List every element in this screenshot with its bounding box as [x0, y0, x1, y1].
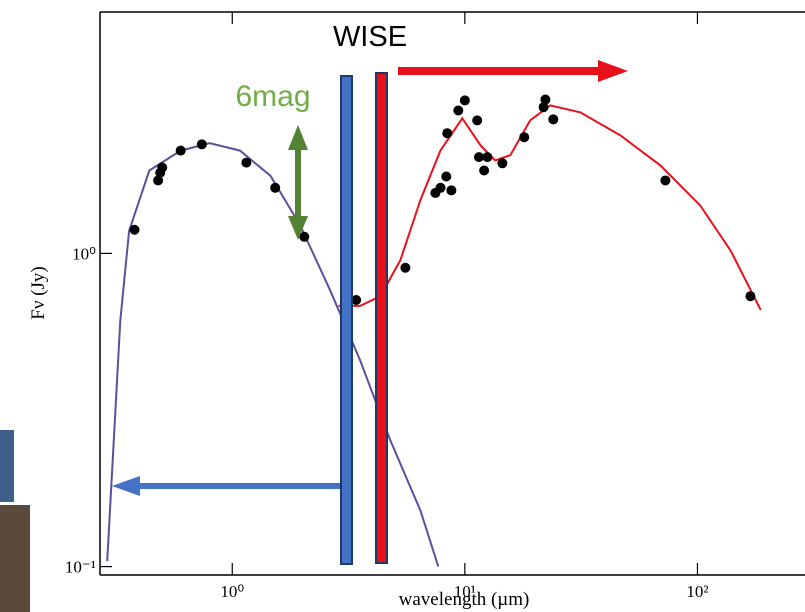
data-point: [441, 171, 452, 182]
x-axis-label: wavelength (µm): [399, 589, 530, 610]
plot-area: 10⁰ 10¹ 10² 10⁻¹ 10⁰: [65, 12, 762, 601]
y-tick-label: 10⁰: [72, 244, 96, 263]
wise-band-w2: [375, 72, 388, 564]
data-point: [660, 175, 671, 186]
arrow-head: [598, 60, 628, 82]
arrow-head: [112, 476, 140, 496]
model-curve: [338, 104, 762, 311]
x-tick-label: 10⁰: [220, 582, 244, 601]
data-point: [196, 139, 207, 150]
arrow-head: [288, 125, 308, 150]
photo-fragment: [0, 430, 14, 502]
data-point: [459, 95, 470, 106]
data-point: [479, 165, 490, 176]
data-point: [351, 294, 362, 305]
data-point: [299, 231, 310, 242]
data-point: [453, 105, 464, 116]
photo-fragment: [0, 505, 30, 612]
data-point: [446, 185, 457, 196]
data-point: [538, 102, 549, 113]
data-point: [442, 128, 453, 139]
data-point: [540, 94, 551, 105]
data-point: [153, 175, 164, 186]
data-point: [548, 114, 559, 125]
data-point: [175, 145, 186, 156]
data-point: [241, 157, 252, 168]
data-point: [435, 182, 446, 193]
data-point: [270, 182, 281, 193]
y-axis-label: Fν (Jy): [28, 266, 49, 319]
data-point: [519, 132, 530, 143]
data-point: [482, 152, 493, 163]
model-curve: [106, 142, 440, 567]
y-tick-label: 10⁻¹: [65, 558, 96, 577]
x-tick-label: 10²: [686, 582, 708, 601]
data-point: [472, 115, 483, 126]
annotation: WISE: [333, 21, 407, 53]
wise-band-w1: [340, 75, 353, 565]
data-point: [745, 291, 756, 302]
data-point: [473, 152, 484, 163]
data-point: [400, 262, 411, 273]
annotation: 6mag: [235, 80, 310, 113]
x-tick-label: 10¹: [454, 582, 476, 601]
data-point: [497, 158, 508, 169]
arrow-head: [288, 216, 308, 240]
data-point: [129, 224, 140, 235]
data-point: [157, 162, 168, 173]
